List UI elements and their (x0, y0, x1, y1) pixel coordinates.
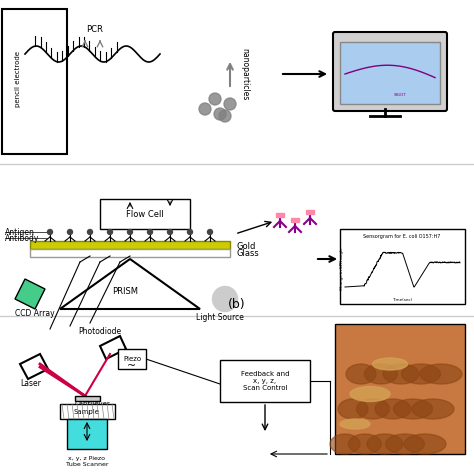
Ellipse shape (375, 399, 411, 419)
Polygon shape (60, 259, 200, 309)
Ellipse shape (67, 229, 73, 235)
Text: Cantilever: Cantilever (75, 401, 111, 407)
Text: Sensorgram for E. coli O157:H7: Sensorgram for E. coli O157:H7 (363, 234, 441, 239)
Ellipse shape (346, 364, 376, 384)
Polygon shape (20, 354, 48, 379)
Text: (b): (b) (228, 298, 246, 311)
Bar (100, 199, 190, 229)
Bar (118, 349, 146, 369)
Bar (340, 42, 440, 104)
Bar (30, 241, 230, 249)
Ellipse shape (214, 108, 226, 120)
Ellipse shape (88, 229, 92, 235)
Text: ~: ~ (128, 361, 137, 371)
Ellipse shape (208, 229, 212, 235)
Text: x, y, z Piezo
Tube Scanner: x, y, z Piezo Tube Scanner (66, 456, 108, 467)
Ellipse shape (383, 364, 419, 384)
Ellipse shape (167, 229, 173, 235)
Bar (30, 249, 230, 257)
Text: Piezo: Piezo (123, 356, 141, 362)
Ellipse shape (365, 364, 398, 384)
Text: Antigen: Antigen (5, 228, 35, 237)
Ellipse shape (350, 386, 390, 401)
Text: Change in SPR angle: Change in SPR angle (340, 248, 344, 290)
Ellipse shape (348, 434, 382, 454)
Ellipse shape (404, 434, 446, 454)
Text: PCR: PCR (87, 25, 103, 34)
Text: Flow Cell: Flow Cell (126, 210, 164, 219)
Ellipse shape (108, 229, 112, 235)
Ellipse shape (367, 434, 403, 454)
Ellipse shape (128, 229, 133, 235)
FancyBboxPatch shape (333, 32, 447, 111)
Ellipse shape (373, 358, 408, 370)
Ellipse shape (47, 229, 53, 235)
Text: Gold: Gold (237, 241, 256, 250)
Bar (67, 419, 107, 449)
Text: Antibody: Antibody (5, 234, 39, 243)
Ellipse shape (224, 98, 236, 110)
Ellipse shape (393, 399, 432, 419)
Text: Time(sec): Time(sec) (392, 298, 412, 302)
Text: Photodiode: Photodiode (78, 327, 121, 336)
Bar (335, 324, 465, 454)
Text: Feedback and
x, y, z,
Scan Control: Feedback and x, y, z, Scan Control (241, 371, 289, 391)
Ellipse shape (356, 399, 390, 419)
Ellipse shape (209, 93, 221, 105)
Ellipse shape (401, 364, 440, 384)
Bar (340, 229, 465, 304)
Bar (276, 213, 284, 217)
Ellipse shape (340, 419, 370, 429)
Text: SIGOT: SIGOT (393, 93, 406, 97)
Polygon shape (100, 336, 126, 359)
Polygon shape (15, 279, 45, 309)
Text: Laser: Laser (20, 379, 41, 388)
Bar (2, 9, 67, 154)
Ellipse shape (338, 399, 368, 419)
Text: Light Source: Light Source (196, 312, 244, 321)
Text: CCD Array: CCD Array (15, 310, 55, 319)
Bar (75, 396, 100, 401)
Text: nanoparticles: nanoparticles (240, 48, 249, 100)
Text: Sample: Sample (74, 409, 100, 415)
Ellipse shape (188, 229, 192, 235)
Bar (306, 210, 314, 214)
Bar (60, 404, 115, 419)
Text: Glass: Glass (237, 249, 260, 258)
Ellipse shape (212, 286, 237, 311)
Ellipse shape (147, 229, 153, 235)
Ellipse shape (420, 364, 462, 384)
Ellipse shape (219, 110, 231, 122)
Ellipse shape (330, 434, 360, 454)
Ellipse shape (385, 434, 425, 454)
Bar (291, 218, 299, 222)
Ellipse shape (199, 103, 211, 115)
Text: PRISM: PRISM (112, 288, 138, 297)
Text: pencil electrode: pencil electrode (15, 51, 21, 107)
Ellipse shape (412, 399, 454, 419)
Bar (220, 360, 310, 402)
